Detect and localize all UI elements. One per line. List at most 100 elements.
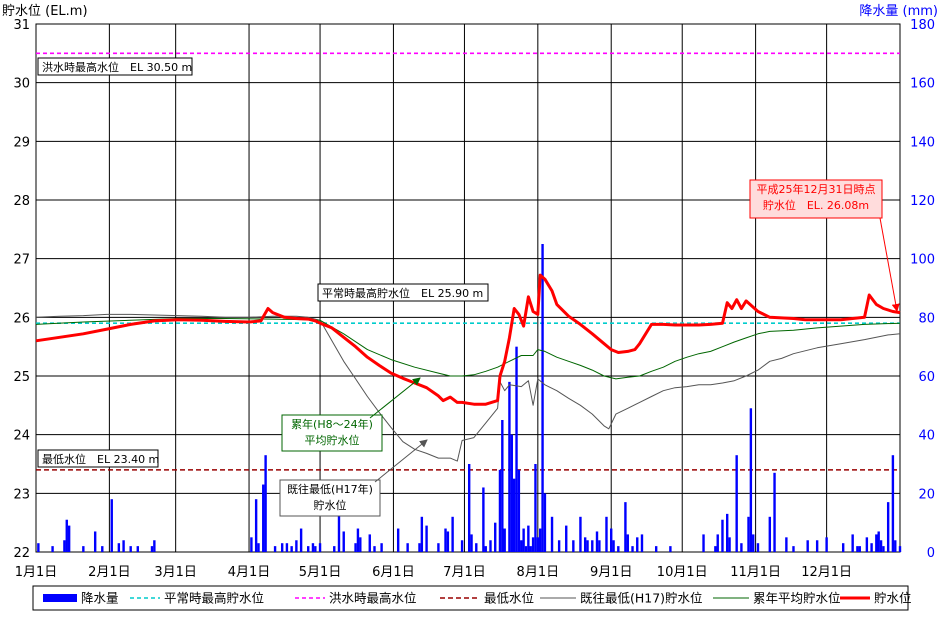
x-tick-label: 4月1日 (228, 565, 271, 580)
legend-label: 平常時最高貯水位 (164, 591, 264, 606)
rain-bar (806, 540, 809, 552)
rain-bar (851, 534, 854, 552)
rain-bar (295, 540, 298, 552)
rain-bar (550, 516, 554, 552)
rain-bar (531, 537, 535, 552)
rain-bar (610, 528, 613, 552)
rain-bar (728, 537, 731, 552)
rain-bar (520, 540, 523, 552)
rain-bar (122, 540, 125, 552)
rain-bar (702, 534, 705, 552)
rain-bar (747, 516, 750, 552)
rainfall-bars (37, 244, 902, 552)
rain-bar (290, 546, 293, 552)
min-annotation-box (37, 449, 159, 468)
legend-label: 貯水位 (874, 591, 912, 606)
x-tick-label: 1月1日 (15, 565, 58, 580)
rain-bar (534, 464, 537, 552)
rain-bar (470, 534, 473, 552)
normal-annotation-box (317, 283, 489, 302)
rain-bar (333, 546, 336, 552)
rain-bar (373, 546, 376, 552)
legend-label: 累年平均貯水位 (753, 591, 841, 606)
rain-bar (356, 528, 360, 552)
rain-bar (825, 537, 828, 552)
rain-bar (565, 525, 568, 552)
rain-bar (586, 540, 589, 552)
rain-bar (877, 531, 880, 552)
rain-bar (640, 534, 644, 552)
rain-bar (536, 537, 540, 552)
legend-swatch-rain (43, 594, 77, 602)
x-tick-label: 12月1日 (801, 565, 852, 580)
flood-annotation-text: 洪水時最高水位 EL 30.50 m (42, 60, 192, 74)
legend-box (32, 585, 909, 611)
annotations: 洪水時最高水位 EL 30.50 m 平常時最高貯水位 EL 25.90 m 最低水… (37, 57, 900, 517)
rain-bar (467, 464, 471, 552)
y-right-tick-label: 60 (918, 370, 935, 385)
rain-bar (768, 516, 772, 552)
legend: 降水量 平常時最高貯水位 洪水時最高水位 最低水位 既往最低(H17)貯水位 累年平均貯水… (32, 585, 912, 611)
rain-bar (726, 513, 729, 552)
rain-bar (858, 546, 861, 552)
y-left-tick-label: 30 (13, 77, 30, 92)
rain-bar (129, 546, 132, 552)
rain-bar (153, 540, 156, 552)
rain-bar (489, 540, 492, 552)
rain-bar (841, 543, 845, 552)
y-right-tick-label: 120 (910, 194, 935, 209)
rain-bar (515, 346, 518, 552)
normal-annotation-text: 平常時最高貯水位 EL 25.90 m (322, 286, 483, 300)
rain-bar (894, 540, 897, 552)
y-right-tick-label: 80 (918, 311, 935, 326)
rain-bar (716, 534, 719, 552)
rain-bar (67, 525, 71, 552)
rain-bar (396, 528, 400, 552)
rain-bar (557, 540, 561, 552)
rain-bar (543, 493, 547, 552)
rain-bar (785, 537, 788, 552)
current-annotation-text: 貯水位 EL. 26.08m (763, 198, 869, 212)
avg-annotation-text: 平均貯水位 (305, 433, 360, 447)
x-tick-label: 3月1日 (154, 565, 197, 580)
rain-bar (517, 469, 521, 552)
rain-bar (406, 543, 409, 552)
y-left-tick-label: 22 (13, 546, 30, 561)
rain-bar (598, 540, 601, 552)
rain-bar (538, 528, 542, 552)
rain-bar (756, 543, 760, 552)
y-right-tick-label: 0 (927, 546, 935, 561)
y-left-tick-label: 25 (13, 370, 30, 385)
rain-bar (541, 244, 544, 552)
rain-bar (494, 522, 497, 552)
rain-bar (51, 546, 54, 552)
legend-label: 最低水位 (484, 591, 534, 606)
avg-annotation-text: 累年(H8～24年) (291, 417, 373, 431)
rain-bar (898, 546, 902, 552)
rain-bar (425, 525, 428, 552)
rain-bar (446, 531, 450, 552)
low-annotation-box (279, 479, 381, 517)
rain-bar (359, 537, 362, 552)
rain-bar (498, 469, 502, 552)
x-tick-label: 6月1日 (372, 565, 415, 580)
rain-bar (617, 546, 620, 552)
y-right-tick-label: 180 (910, 18, 935, 33)
rain-bar (595, 531, 599, 552)
y-left-tick-label: 29 (13, 135, 30, 150)
x-tick-label: 9月1日 (590, 565, 633, 580)
rain-bar (264, 455, 267, 552)
x-tick-label: 5月1日 (299, 565, 342, 580)
rain-bar (870, 543, 873, 552)
rain-bar (482, 487, 485, 552)
y-right-tick-label: 160 (910, 77, 935, 92)
rain-bar (484, 546, 487, 552)
rain-bar (749, 408, 753, 552)
rain-bar (527, 525, 530, 552)
rain-bar (591, 540, 594, 552)
rain-bar (714, 546, 717, 552)
rain-bar (65, 519, 68, 552)
rain-bar (82, 546, 85, 552)
y-right-tick-label: 140 (910, 135, 935, 150)
rain-bar (380, 543, 383, 552)
